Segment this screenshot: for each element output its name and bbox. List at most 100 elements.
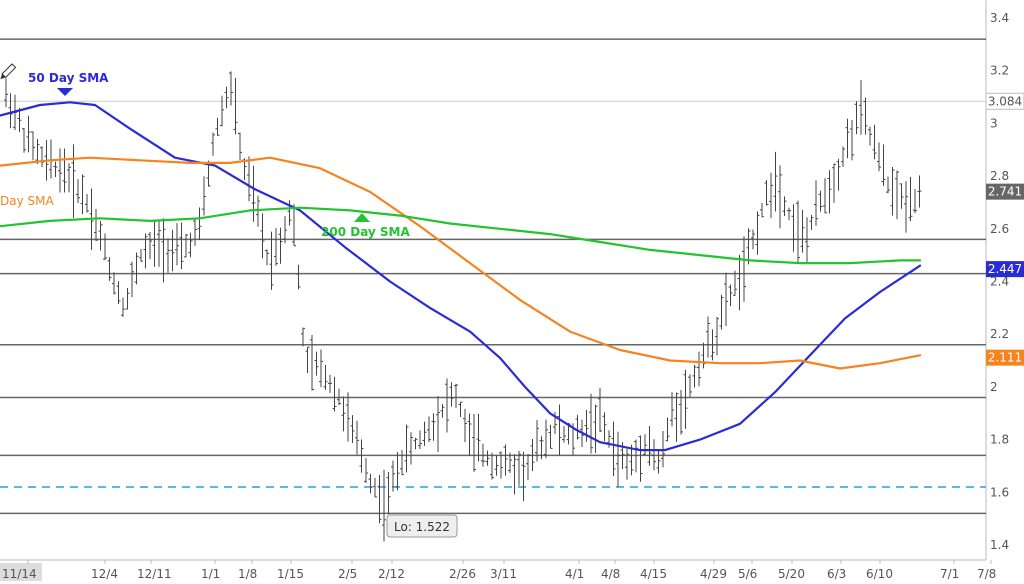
price-bar [143,233,148,269]
price-bar [886,176,890,194]
price-bar [530,438,535,472]
price-bar [233,77,238,135]
price-bar [355,420,359,455]
price-bar [836,158,841,191]
price-bar [175,223,179,266]
price-bar [431,413,436,441]
price-bar [193,218,197,246]
sma100-badge: 2.111 [986,349,1024,366]
price-bar [697,351,701,387]
sma50-marker-icon [57,88,73,96]
price-bar [112,272,116,295]
pencil-icon[interactable] [0,63,17,81]
price-bar [274,228,278,266]
price-bar [265,249,269,266]
price-bar [881,144,886,186]
price-bar [841,146,845,168]
price-bar [359,439,364,473]
price-bar [130,261,134,298]
price-bar [710,329,715,361]
price-bar [184,234,188,258]
price-bar [170,229,175,272]
price-bar [427,416,431,442]
price-bar [139,248,143,262]
x-tick-label: 1/1 [201,567,220,581]
price-bar [850,119,854,161]
price-bar [539,436,544,460]
price-marker-badge: 3.084 [985,92,1024,110]
price-bar [422,421,427,446]
price-bar [521,451,526,502]
price-bar [269,231,274,290]
price-bar [103,233,107,261]
price-bar [796,200,800,264]
price-bar [215,117,220,136]
price-bar [94,208,98,241]
price-bar [67,163,71,193]
x-tick-label: 6/10 [866,567,893,581]
x-tick-label: 4/8 [601,567,620,581]
price-bar [256,195,260,227]
y-tick-label: 2.4 [990,275,1009,289]
price-bar [800,209,805,253]
x-axis-ticks: 11/14 12/4 12/11 1/1 1/8 1/15 2/5 2/12 2/26 3/11 4… [0,560,996,581]
price-bar [292,204,296,247]
price-bar [823,178,827,214]
price-bar [121,297,125,317]
price-bar [742,236,746,302]
price-bar [535,420,539,462]
y-tick-label: 3 [990,116,998,130]
sma50-badge: 2.447 [986,261,1024,278]
price-bar [728,284,733,306]
price-bar [746,228,751,265]
price-bar [602,412,607,442]
y-tick-label: 1.6 [990,485,1009,499]
price-bar [62,148,67,193]
sma50-line [0,101,922,452]
price-bar [449,382,454,407]
price-bar [247,156,251,202]
y-tick-label: 2.6 [990,222,1009,236]
price-bar [134,252,139,285]
y-axis-ticks: 3.4 3.2 3 2.8 2.6 2.4 2.2 2 1.8 1.6 1.4 [990,11,1009,552]
price-bar [296,264,301,290]
price-bar [733,270,737,296]
price-bar [724,272,728,327]
price-bar [346,392,350,442]
x-tick-label: 2/26 [449,567,476,581]
price-bar [526,454,530,481]
price-bar [683,369,688,429]
low-label-text: Lo: 1.522 [394,520,450,534]
price-bar [166,238,170,273]
x-tick-label: 11/14 [2,567,37,581]
price-bar [490,452,494,480]
x-tick-label: 2/12 [378,567,405,581]
sma100-annotation: Day SMA [0,194,54,208]
x-tick-label: 7/8 [977,567,996,581]
price-bar [305,346,310,373]
price-bar [872,124,877,160]
sma100-line [0,156,922,370]
price-bar [913,189,917,214]
sma200-label: 200 Day SMA [321,225,411,239]
price-bar [845,118,850,159]
x-tick-label: 5/20 [778,567,805,581]
price-bar [791,204,796,252]
price-bar [229,71,233,106]
price-bar [773,151,778,212]
price-bar [188,232,193,258]
price-bar [382,469,386,542]
price-bar [584,410,589,442]
price-bar [715,316,719,356]
price-bar [854,101,859,135]
price-bar [899,183,904,209]
price-bar [638,435,643,482]
price-bar [35,138,40,164]
price-bar [809,214,814,230]
price-bar [116,281,121,304]
price-bar [499,451,503,479]
price-bar [467,413,472,456]
price-bar [283,216,287,244]
price-bar [472,414,476,473]
price-bar [805,217,809,264]
